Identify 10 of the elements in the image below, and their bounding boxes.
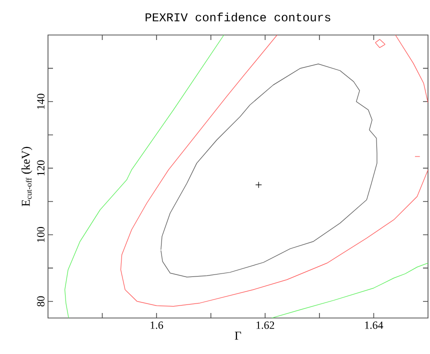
y-tick-label: 80 — [37, 296, 44, 306]
x-tick-label: 1.64 — [365, 322, 384, 329]
y-tick-label: 120 — [37, 160, 44, 176]
x-tick-label: 1.6 — [150, 322, 164, 329]
y-axis-title: E$_{cut-off}$ (keV) — [21, 146, 32, 206]
x-tick-label: 1.62 — [256, 322, 274, 329]
y-tick-label: 140 — [37, 94, 44, 109]
y-tick-label: 100 — [37, 226, 44, 242]
x-axis-title: Γ — [234, 332, 242, 340]
chart-title: PEXRIV confidence contours — [146, 12, 330, 22]
